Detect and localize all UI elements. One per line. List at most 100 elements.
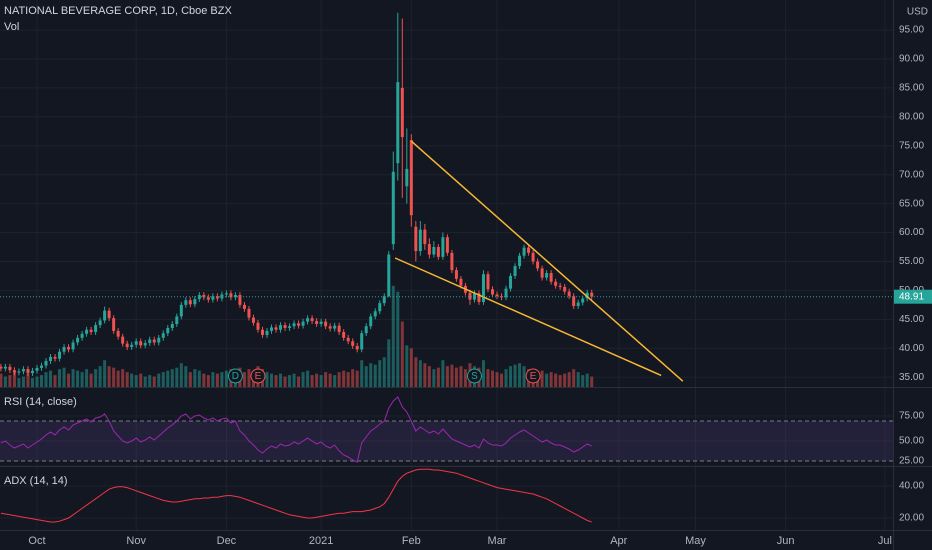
rsi-band — [0, 421, 893, 461]
volume-bar — [423, 363, 427, 387]
candle-body — [202, 295, 206, 298]
volume-bar — [58, 369, 62, 387]
candle-body — [301, 321, 305, 326]
x-tick-label: Dec — [217, 535, 237, 547]
candle-body — [103, 310, 107, 321]
volume-bar — [445, 366, 449, 387]
volume-bar — [396, 291, 400, 387]
candle-body — [306, 318, 310, 322]
volume-bar — [21, 376, 25, 387]
candle-body — [184, 300, 188, 305]
candle-body — [211, 296, 215, 300]
y-tick-label: 40.00 — [899, 343, 924, 354]
volume-bar — [134, 375, 138, 387]
candle-body — [536, 261, 540, 269]
candle-body — [468, 292, 472, 300]
volume-bar — [8, 375, 12, 387]
volume-bar — [283, 376, 287, 387]
volume-bar — [545, 373, 549, 387]
candle-body — [130, 344, 134, 348]
candle-body — [445, 237, 449, 253]
volume-bar — [17, 378, 21, 387]
candle-body — [152, 339, 156, 343]
candle-body — [590, 292, 594, 297]
volume-bar — [179, 363, 183, 387]
volume-bar — [337, 372, 341, 387]
volume-bar — [247, 369, 251, 387]
volume-label: Vol — [4, 21, 19, 33]
volume-bar — [265, 372, 269, 387]
candle-body — [346, 337, 350, 342]
volume-bar — [206, 375, 210, 387]
volume-bar — [130, 373, 134, 387]
volume-bar — [224, 370, 228, 387]
candle-body — [220, 294, 224, 299]
candle-body — [134, 341, 138, 345]
candle-body — [26, 369, 30, 374]
volume-bar — [143, 376, 147, 387]
volume-bar — [175, 367, 179, 387]
candle-body — [53, 356, 57, 359]
y-tick-label: 60.00 — [899, 227, 924, 238]
candle-body — [71, 342, 75, 350]
volume-bar — [576, 372, 580, 387]
volume-bar — [418, 360, 422, 387]
volume-bar — [567, 372, 571, 387]
candle-body — [139, 341, 143, 346]
volume-bar — [44, 372, 48, 387]
candle-body — [17, 371, 21, 373]
candle-body — [414, 226, 418, 252]
candle-body — [549, 273, 553, 282]
volume-bar — [125, 372, 129, 387]
volume-bar — [152, 376, 156, 387]
y-tick-label: 20.00 — [899, 513, 924, 524]
volume-bar — [279, 373, 283, 387]
y-tick-label: 70.00 — [899, 169, 924, 180]
candle-body — [197, 295, 201, 300]
volume-bar — [500, 373, 504, 387]
candle-body — [527, 247, 531, 253]
volume-bar — [346, 372, 350, 387]
volume-bar — [166, 370, 170, 387]
candle-body — [572, 296, 576, 307]
candle-body — [193, 299, 197, 305]
volume-bar — [94, 369, 98, 387]
candle-body — [567, 291, 571, 297]
volume-bar — [315, 373, 319, 387]
volume-bar — [513, 364, 517, 387]
volume-bar — [441, 360, 445, 387]
volume-bar — [558, 375, 562, 387]
candle-body — [405, 168, 409, 187]
candle-body — [112, 318, 116, 331]
volume-bar — [53, 375, 57, 387]
candle-body — [310, 318, 314, 322]
candle-body — [80, 333, 84, 338]
volume-bar — [436, 367, 440, 387]
trendline — [410, 140, 684, 382]
volume-bar — [89, 373, 93, 387]
volume-bar — [563, 373, 567, 387]
volume-bar — [306, 370, 310, 387]
volume-bar — [301, 372, 305, 387]
volume-bar — [581, 375, 585, 387]
candle-body — [170, 323, 174, 328]
candle-body — [337, 325, 341, 333]
candle-body — [12, 370, 16, 373]
volume-bar — [76, 370, 80, 387]
candle-body — [274, 327, 278, 330]
event-label: E — [255, 371, 262, 382]
volume-bar — [351, 369, 355, 387]
volume-bar — [242, 372, 246, 387]
y-tick-label: 95.00 — [899, 25, 924, 36]
volume-bar — [297, 376, 301, 387]
candle-body — [418, 229, 422, 252]
volume-bar — [427, 366, 431, 387]
candle-body — [188, 300, 192, 305]
candle-body — [409, 139, 413, 216]
candle-body — [504, 288, 508, 298]
candle-body — [283, 325, 287, 328]
y-tick-label: 50.00 — [899, 436, 924, 447]
volume-bar — [382, 357, 386, 387]
